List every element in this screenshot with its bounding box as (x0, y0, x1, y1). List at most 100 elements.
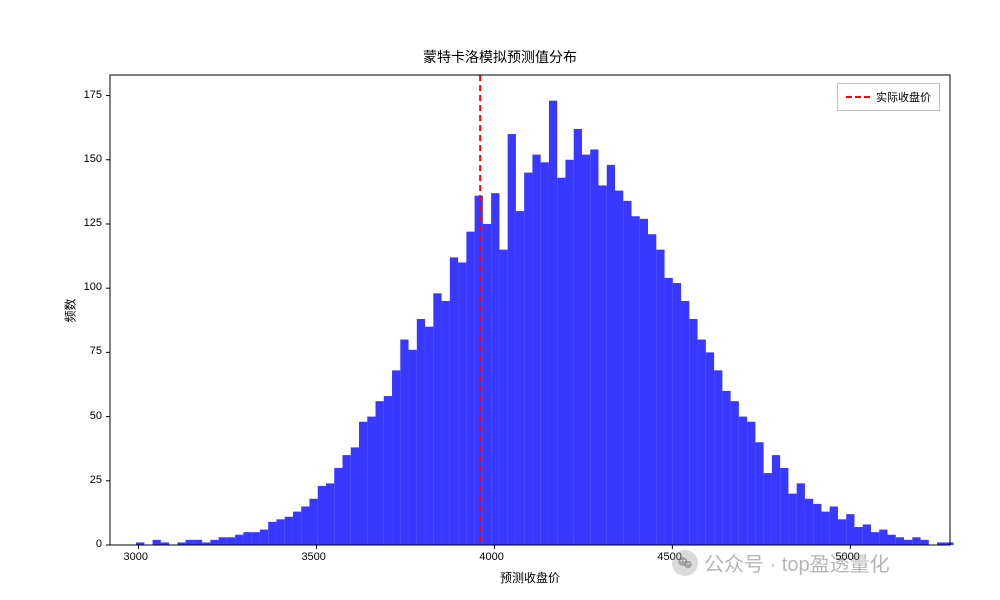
histogram-bar (689, 319, 697, 545)
histogram-bar (442, 301, 450, 545)
y-tick-label: 50 (90, 410, 102, 422)
histogram-bar (376, 401, 384, 545)
histogram-bar (871, 532, 879, 545)
histogram-bar (830, 506, 838, 545)
histogram-bar (475, 196, 483, 545)
histogram-bar (433, 293, 441, 545)
histogram-bar (491, 193, 499, 545)
legend: 实际收盘价 (837, 83, 940, 111)
histogram-bar (722, 391, 730, 545)
histogram-bar (260, 530, 268, 545)
y-axis-label: 频数 (62, 281, 79, 341)
histogram-bar (384, 396, 392, 545)
histogram-bar (565, 160, 573, 545)
histogram-bar (276, 519, 284, 545)
histogram-bar (508, 134, 516, 545)
y-tick-label: 150 (84, 153, 102, 165)
histogram-bar (607, 165, 615, 545)
histogram-bar (921, 540, 929, 545)
histogram-bar (516, 211, 524, 545)
histogram-bars (136, 101, 954, 545)
histogram-bar (739, 417, 747, 545)
histogram-bar (425, 327, 433, 545)
x-tick-label: 3000 (123, 551, 147, 563)
y-tick-label: 25 (90, 474, 102, 486)
legend-item-actual-close: 实际收盘价 (846, 89, 931, 105)
histogram-bar (648, 234, 656, 545)
histogram-bar (813, 504, 821, 545)
y-tick-label: 75 (90, 345, 102, 357)
histogram-bar (549, 101, 557, 545)
histogram-bar (219, 537, 227, 545)
histogram-bar (623, 201, 631, 545)
histogram-bar (805, 499, 813, 545)
histogram-bar (582, 155, 590, 545)
histogram-bar (912, 537, 920, 545)
histogram-bar (788, 494, 796, 545)
histogram-bar (681, 301, 689, 545)
histogram-bar (879, 530, 887, 545)
histogram-bar (417, 319, 425, 545)
histogram-bar (598, 185, 606, 545)
histogram-bar (285, 517, 293, 545)
histogram-bar (392, 370, 400, 545)
histogram-bar (499, 250, 507, 545)
histogram-bar (194, 540, 202, 545)
histogram-bar (367, 417, 375, 545)
histogram-bar (574, 129, 582, 545)
histogram-bar (400, 340, 408, 545)
x-tick-label: 3500 (301, 551, 325, 563)
histogram-bar (342, 455, 350, 545)
histogram-bar (524, 173, 532, 545)
y-tick-label: 0 (96, 538, 102, 550)
histogram-bar (293, 512, 301, 545)
histogram-bar (326, 483, 334, 545)
histogram-bar (780, 468, 788, 545)
y-tick-label: 100 (84, 281, 102, 293)
y-tick-label: 125 (84, 217, 102, 229)
histogram-bar (731, 401, 739, 545)
histogram-bar (235, 535, 243, 545)
histogram-bar (904, 540, 912, 545)
y-axis-ticks (106, 96, 110, 545)
histogram-bar (854, 527, 862, 545)
y-tick-label: 175 (84, 89, 102, 101)
histogram-bar (252, 532, 260, 545)
histogram-bar (632, 216, 640, 545)
histogram-bar (821, 512, 829, 545)
histogram-bar (466, 232, 474, 545)
histogram-bar (243, 532, 251, 545)
legend-label: 实际收盘价 (876, 89, 931, 105)
histogram-bar (846, 514, 854, 545)
histogram-bar (351, 447, 359, 545)
legend-line-icon (846, 96, 870, 98)
histogram-bar (318, 486, 326, 545)
histogram-bar (838, 519, 846, 545)
histogram-bar (309, 499, 317, 545)
x-tick-label: 5000 (835, 551, 859, 563)
histogram-bar (359, 422, 367, 545)
histogram-bar (772, 455, 780, 545)
histogram-bar (210, 540, 218, 545)
histogram-bar (887, 535, 895, 545)
histogram-bar (186, 540, 194, 545)
histogram-bar (640, 219, 648, 545)
x-axis-label: 预测收盘价 (110, 569, 950, 586)
histogram-bar (747, 422, 755, 545)
histogram-bar (532, 155, 540, 545)
histogram-bar (673, 283, 681, 545)
histogram-bar (698, 340, 706, 545)
histogram-bar (706, 352, 714, 545)
histogram-bar (153, 540, 161, 545)
histogram-bar (665, 278, 673, 545)
histogram-bar (301, 506, 309, 545)
histogram-bar (755, 442, 763, 545)
histogram-bar (797, 483, 805, 545)
histogram-bar (615, 191, 623, 545)
histogram-bar (541, 162, 549, 545)
histogram-bar (557, 178, 565, 545)
histogram-bar (714, 370, 722, 545)
x-axis-ticks (138, 545, 850, 549)
histogram-bar (483, 224, 491, 545)
histogram-bar (590, 149, 598, 545)
